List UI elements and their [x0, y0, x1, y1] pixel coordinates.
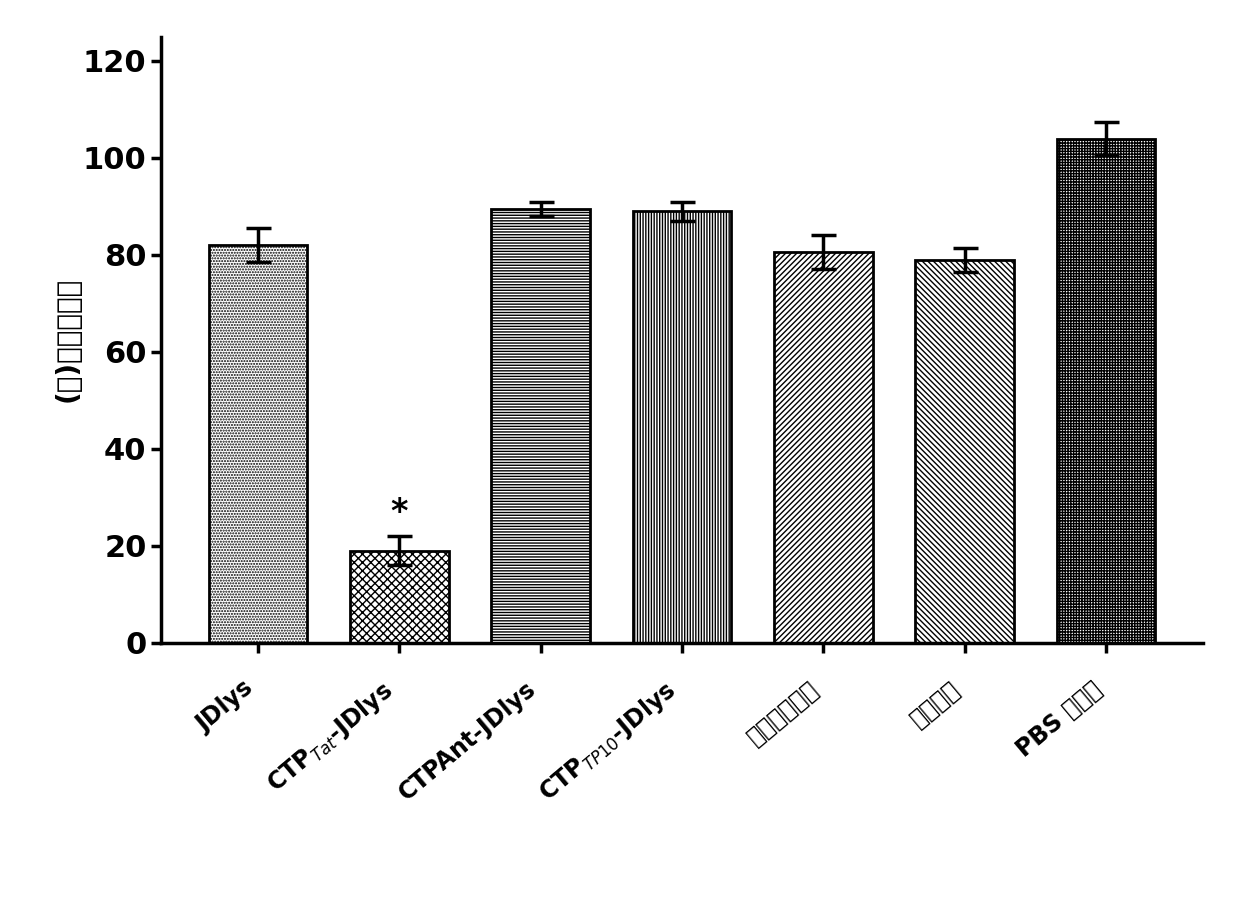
Bar — [491, 208, 590, 643]
Text: CTP$_{Tat}$-JDlys: CTP$_{Tat}$-JDlys — [263, 677, 399, 798]
Bar — [915, 260, 1014, 643]
Bar — [350, 551, 449, 643]
Text: 流感葡球団草: 流感葡球団草 — [743, 677, 823, 749]
Text: CTPAnt-JDlys: CTPAnt-JDlys — [394, 677, 541, 805]
Bar — [208, 245, 308, 643]
Text: JDlys: JDlys — [192, 677, 258, 737]
Text: CTP$_{TP10}$-JDlys: CTP$_{TP10}$-JDlys — [534, 677, 682, 807]
Bar — [774, 252, 873, 643]
Text: 万古霉素: 万古霉素 — [906, 677, 965, 732]
Bar — [1056, 139, 1156, 643]
Text: JDlys$_1$: JDlys$_1$ — [180, 677, 258, 748]
Text: (％)细胞存活率: (％)细胞存活率 — [53, 277, 82, 402]
Text: *: * — [391, 496, 408, 529]
Text: PBS 对照组: PBS 对照组 — [1012, 677, 1106, 761]
Bar — [632, 211, 732, 643]
